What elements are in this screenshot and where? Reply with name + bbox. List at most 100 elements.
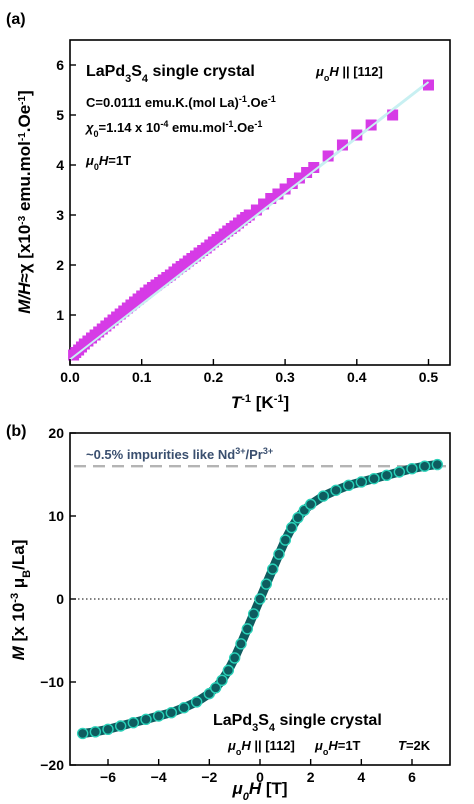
panel-b-field: μoH=1T bbox=[314, 738, 361, 757]
data-point bbox=[393, 466, 406, 478]
y-tick-label: 10 bbox=[48, 508, 64, 524]
data-point bbox=[228, 652, 241, 664]
y-tick-label: −20 bbox=[40, 757, 64, 773]
panel-b-y-ticks: 20 10 0 −10 −20 bbox=[40, 425, 76, 773]
data-point bbox=[273, 548, 285, 560]
y-tick-label: 1 bbox=[56, 307, 64, 323]
data-point bbox=[190, 696, 203, 708]
panel-b-orientation: μoH || [112] bbox=[227, 738, 295, 757]
data-point bbox=[380, 469, 393, 482]
data-point bbox=[342, 479, 355, 491]
data-point bbox=[330, 484, 342, 496]
data-point bbox=[351, 129, 363, 141]
x-tick-label: 0 bbox=[256, 769, 264, 785]
data-point bbox=[266, 563, 279, 575]
x-tick-label: 0.4 bbox=[347, 369, 367, 385]
x-tick-label: −6 bbox=[100, 769, 116, 785]
data-point bbox=[152, 710, 165, 722]
y-tick-label: 5 bbox=[56, 107, 64, 123]
data-point bbox=[304, 498, 317, 511]
data-point bbox=[272, 188, 284, 200]
panel-a-points bbox=[68, 79, 434, 361]
data-point bbox=[355, 476, 368, 488]
y-tick-label: −10 bbox=[40, 674, 64, 690]
data-point bbox=[178, 702, 190, 714]
panel-a-chi0: χ0=1.14 x 10-4 emu.mol-1.Oe-1 bbox=[84, 119, 262, 139]
data-point bbox=[387, 109, 399, 121]
panel-a: (a) 0.0 0.1 0.2 0.3 0.4 0.5 1 2 3 4 5 6 LaPd3S4 si… bbox=[6, 11, 451, 412]
panel-a-label: (a) bbox=[6, 11, 26, 28]
panel-b-y-label: M [x 10-3 μB/La] bbox=[9, 540, 33, 661]
panel-b-label: (b) bbox=[6, 423, 26, 440]
data-point bbox=[216, 674, 228, 687]
data-point bbox=[286, 178, 298, 189]
data-point bbox=[292, 511, 304, 524]
data-point bbox=[209, 682, 222, 694]
data-point bbox=[265, 193, 277, 204]
y-tick-label: 20 bbox=[48, 425, 64, 441]
data-point bbox=[301, 167, 313, 178]
panel-a-y-ticks: 1 2 3 4 5 6 bbox=[56, 57, 76, 323]
data-point bbox=[279, 534, 292, 546]
panel-a-x-label: T-1 [K-1] bbox=[231, 393, 289, 412]
panel-b: (b) ~0.5% impurities like Nd3+/Pr3+ −6 −4… bbox=[6, 423, 451, 803]
panel-a-field: μ0H=1T bbox=[85, 153, 131, 172]
x-tick-label: −4 bbox=[151, 769, 167, 785]
x-tick-label: 4 bbox=[357, 769, 365, 785]
y-tick-label: 2 bbox=[56, 257, 64, 273]
y-tick-label: 0 bbox=[56, 591, 64, 607]
data-point bbox=[243, 209, 255, 221]
data-point bbox=[247, 608, 260, 620]
x-tick-label: 2 bbox=[307, 769, 315, 785]
data-point bbox=[285, 521, 298, 534]
data-point bbox=[368, 472, 380, 485]
data-point bbox=[260, 578, 273, 590]
panel-b-temperature: T=2K bbox=[398, 738, 431, 753]
data-point bbox=[322, 150, 334, 162]
panel-b-title: LaPd3S4 single crystal bbox=[213, 712, 382, 734]
panel-b-x-label: μ0H [T] bbox=[231, 779, 287, 803]
data-point bbox=[250, 204, 262, 216]
data-point bbox=[422, 79, 434, 91]
y-tick-label: 4 bbox=[56, 157, 64, 173]
data-point bbox=[165, 707, 178, 719]
data-point bbox=[102, 723, 114, 736]
panel-b-points bbox=[76, 458, 444, 740]
data-point bbox=[336, 139, 348, 151]
data-point bbox=[254, 593, 266, 605]
x-tick-label: 0.1 bbox=[132, 369, 152, 385]
y-tick-label: 6 bbox=[56, 57, 64, 73]
data-point bbox=[114, 720, 127, 732]
data-point bbox=[127, 716, 140, 729]
data-point bbox=[140, 713, 152, 726]
data-point bbox=[431, 458, 444, 471]
panel-a-x-ticks: 0.0 0.1 0.2 0.3 0.4 0.5 bbox=[60, 359, 438, 385]
data-point bbox=[241, 623, 254, 635]
x-tick-label: −2 bbox=[201, 769, 217, 785]
data-point bbox=[76, 727, 89, 740]
panel-b-x-ticks: −6 −4 −2 0 2 4 6 bbox=[100, 759, 416, 785]
data-point bbox=[293, 172, 305, 184]
data-point bbox=[222, 664, 235, 677]
data-point bbox=[365, 119, 377, 131]
x-tick-label: 0.3 bbox=[275, 369, 295, 385]
panel-a-y-label: M/H≈χ [x10-3 emu.mol-1.Oe-1] bbox=[15, 90, 34, 313]
x-tick-label: 0.0 bbox=[60, 369, 80, 385]
data-point bbox=[258, 198, 270, 210]
x-tick-label: 0.5 bbox=[419, 369, 439, 385]
panel-a-title: LaPd3S4 single crystal bbox=[86, 63, 255, 85]
data-point bbox=[406, 462, 418, 475]
panel-a-orientation: μoH || [112] bbox=[315, 64, 383, 83]
data-point bbox=[89, 726, 102, 738]
data-point bbox=[279, 183, 291, 195]
panel-a-frame bbox=[69, 39, 451, 366]
data-point bbox=[317, 490, 330, 502]
panel-b-impurity-label: ~0.5% impurities like Nd3+/Pr3+ bbox=[86, 446, 273, 462]
fit-line-overlay bbox=[69, 81, 430, 361]
data-point bbox=[418, 460, 431, 472]
data-point bbox=[308, 162, 320, 173]
y-tick-label: 3 bbox=[56, 207, 64, 223]
data-point bbox=[235, 638, 247, 650]
x-tick-label: 0.2 bbox=[204, 369, 224, 385]
